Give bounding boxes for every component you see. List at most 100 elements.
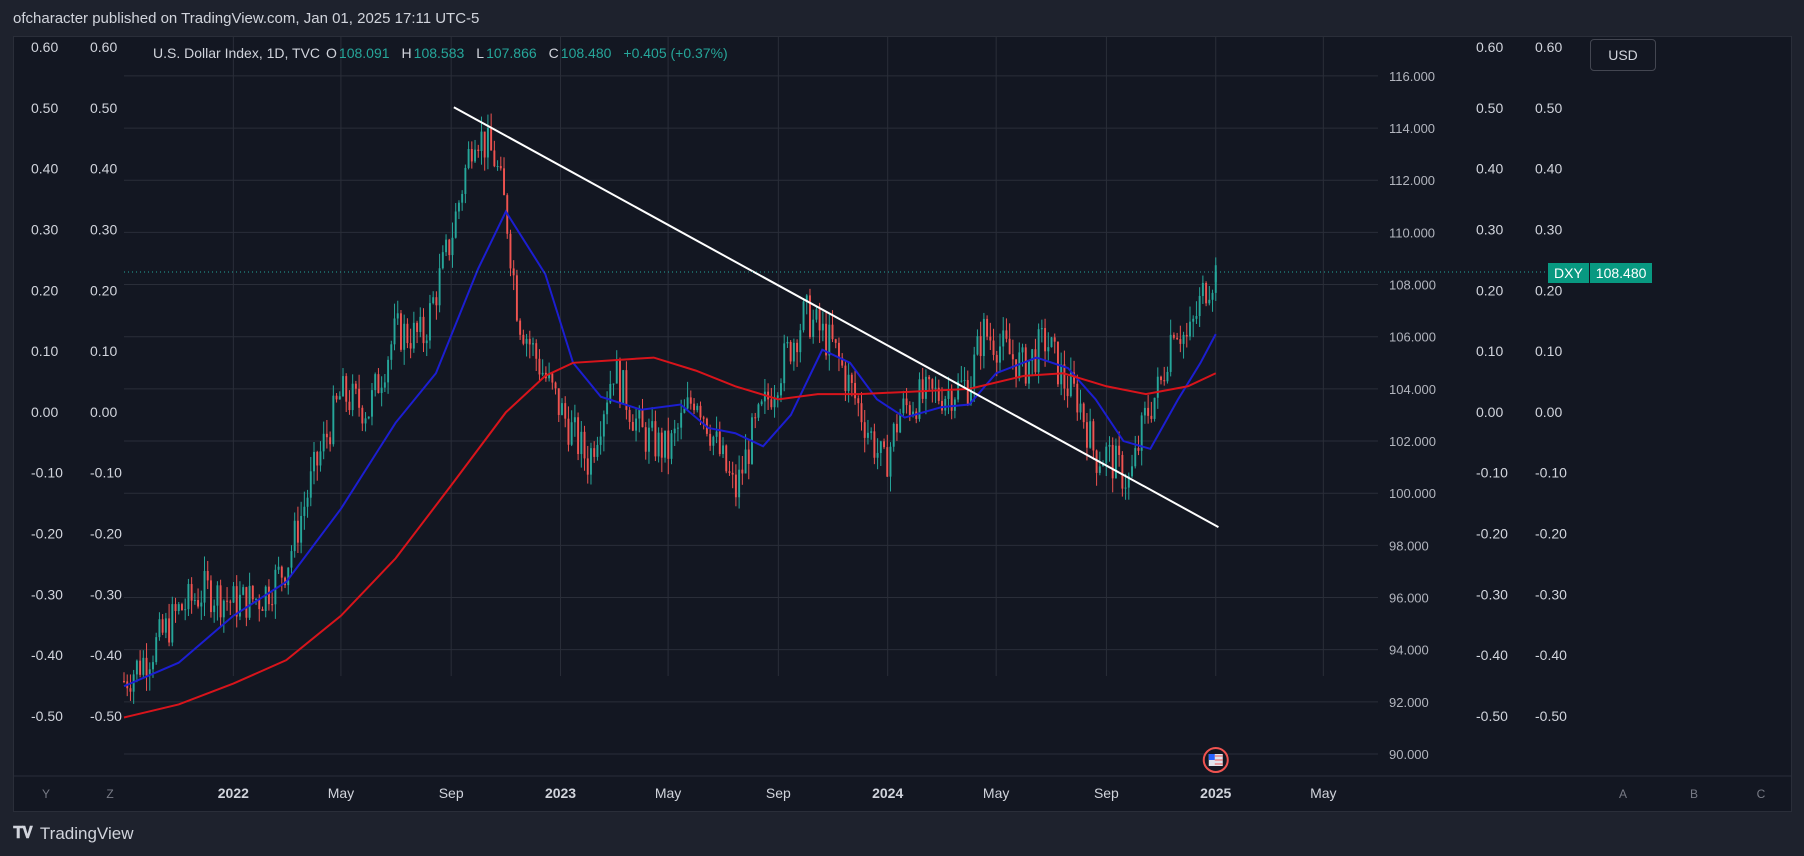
candle	[979, 336, 982, 357]
candle	[409, 343, 412, 349]
candle	[251, 585, 254, 600]
candle	[812, 319, 815, 338]
indicator-tick-label-left-outer: 0.00	[31, 404, 58, 420]
candle	[1066, 388, 1069, 397]
y-axis-button[interactable]: Y	[41, 787, 50, 801]
candle	[931, 379, 934, 389]
candle	[213, 605, 216, 613]
candle	[828, 324, 831, 356]
indicator-tick-label-right: 0.20	[1476, 282, 1503, 298]
candle	[564, 403, 567, 419]
c-scale-button[interactable]: C	[1756, 787, 1766, 801]
candle	[1056, 341, 1059, 385]
price-tick-label: 98.000	[1389, 538, 1429, 553]
candle	[886, 447, 889, 477]
candle	[445, 239, 448, 253]
candle	[1166, 371, 1169, 382]
candle	[1073, 372, 1076, 384]
candle	[406, 323, 409, 344]
candle	[284, 577, 286, 586]
candle	[1089, 421, 1092, 448]
price-tick-label: 112.000	[1389, 173, 1435, 188]
candle	[1150, 415, 1153, 419]
indicator-tick-label-left-outer: -0.20	[31, 526, 63, 542]
candle	[837, 342, 840, 358]
candle	[757, 404, 760, 418]
a-scale-button[interactable]: A	[1618, 787, 1627, 801]
b-scale-button[interactable]: B	[1689, 787, 1698, 801]
candle	[293, 520, 296, 552]
candle	[338, 396, 341, 400]
candle	[1053, 337, 1056, 342]
indicator-tick-label-left: 0.00	[90, 404, 117, 420]
candle	[486, 127, 489, 158]
candle	[1205, 282, 1208, 304]
candle	[1195, 316, 1198, 319]
candle	[615, 360, 618, 384]
currency-button[interactable]: USD	[1590, 39, 1656, 71]
candle	[693, 403, 695, 411]
tradingview-logo-icon: 𝐓𝐕	[13, 825, 33, 842]
candle	[1189, 321, 1191, 337]
candle	[583, 431, 586, 459]
indicator-tick-label-left-outer: 0.40	[31, 161, 58, 177]
indicator-tick-label-left: -0.50	[90, 708, 122, 724]
candle	[805, 295, 808, 302]
candle	[921, 379, 924, 399]
candle	[403, 323, 406, 350]
candle	[274, 569, 277, 605]
chart-frame[interactable]	[13, 36, 1792, 812]
footer: 𝐓𝐕 TradingView	[13, 812, 413, 856]
indicator-tick-label-left: -0.40	[90, 647, 122, 663]
candle	[966, 380, 969, 404]
indicator-tick-label-right: -0.40	[1476, 647, 1508, 663]
candle	[715, 431, 718, 437]
candle	[380, 387, 383, 394]
indicator-tick-label-right: -0.30	[1476, 586, 1508, 602]
candle	[280, 566, 283, 578]
candle	[709, 433, 712, 446]
candle	[1018, 352, 1021, 379]
candle	[1111, 444, 1114, 479]
candle	[744, 449, 747, 474]
candle	[799, 330, 802, 353]
indicator-tick-label-right: 0.50	[1476, 100, 1503, 116]
candle	[599, 436, 602, 445]
candle	[351, 383, 354, 411]
candle	[573, 417, 576, 423]
candle	[941, 400, 943, 411]
candle	[908, 405, 911, 416]
candle	[825, 323, 828, 356]
indicator-tick-label-right-outer: -0.10	[1535, 465, 1567, 481]
candle	[738, 469, 741, 498]
candle	[448, 239, 451, 256]
candle	[1063, 364, 1066, 389]
indicator-tick-label-left: 0.20	[90, 282, 117, 298]
candle	[200, 602, 203, 607]
candle	[1143, 407, 1146, 416]
candle	[419, 316, 422, 332]
candle	[847, 374, 850, 391]
price-chart[interactable]: 116.000 114.000 112.000 110.000 108.000 106.0…	[13, 36, 1792, 812]
candle	[142, 657, 145, 675]
indicator-tick-label-right: 0.10	[1476, 343, 1503, 359]
published-text: ofcharacter published on TradingView.com…	[13, 9, 480, 27]
candle	[1024, 347, 1027, 384]
candle	[1179, 339, 1182, 344]
candle	[193, 600, 196, 602]
candle	[1153, 397, 1156, 419]
candle	[152, 662, 154, 670]
candle	[1005, 330, 1008, 339]
price-tick-label: 110.000	[1389, 225, 1435, 240]
z-axis-button[interactable]: Z	[106, 787, 114, 801]
indicator-tick-label-right-outer: 0.10	[1535, 343, 1562, 359]
candle	[802, 301, 805, 331]
indicator-tick-label-right: 0.60	[1476, 39, 1503, 55]
candle	[145, 657, 148, 676]
candle	[139, 660, 142, 675]
candle	[667, 430, 670, 459]
candle	[879, 441, 882, 453]
price-tick-label: 102.000	[1389, 434, 1436, 449]
candle	[541, 372, 544, 375]
candle	[905, 398, 908, 406]
